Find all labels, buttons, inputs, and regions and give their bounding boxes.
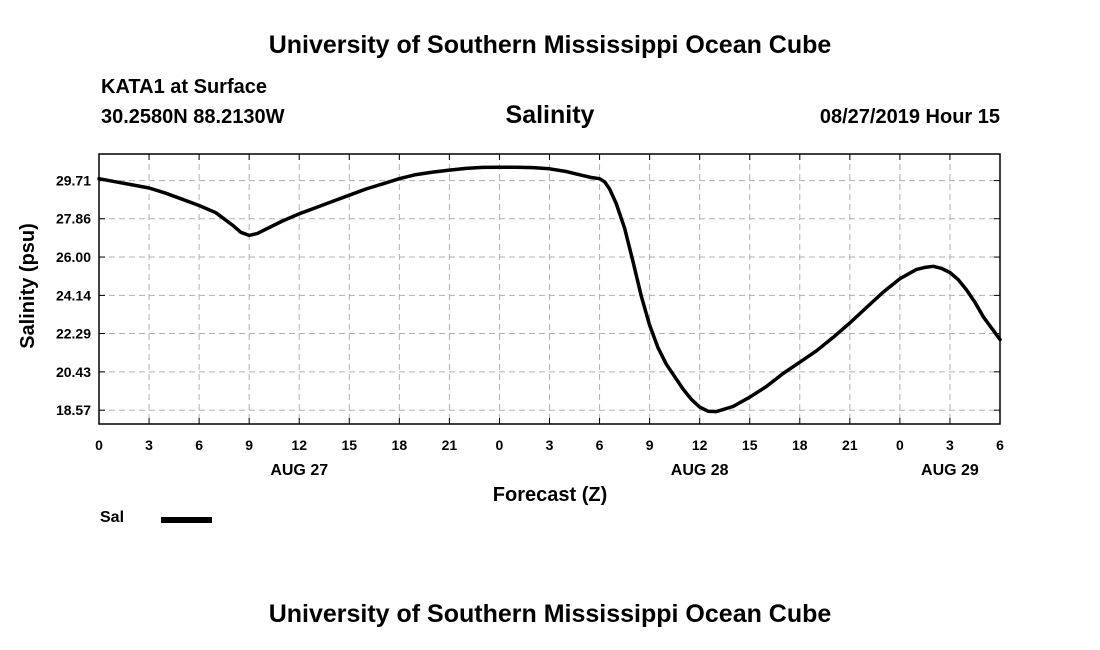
x-tick-label: 3 — [546, 437, 554, 453]
grid-lines — [99, 154, 1000, 424]
x-date-label: AUG 29 — [921, 462, 979, 479]
y-tick-label: 26.00 — [56, 249, 91, 265]
tick-layer — [98, 154, 1001, 424]
x-tick-label: 18 — [792, 437, 808, 453]
x-tick-label: 6 — [996, 437, 1004, 453]
y-tick-label: 27.86 — [56, 211, 91, 227]
x-tick-label: 6 — [596, 437, 604, 453]
forecast-datetime: 08/27/2019 Hour 15 — [819, 106, 1000, 128]
x-date-label: AUG 28 — [671, 462, 729, 479]
y-tick-label: 29.71 — [56, 173, 91, 189]
y-tick-label: 24.14 — [56, 287, 91, 303]
y-tick-label: 22.29 — [56, 326, 91, 342]
x-tick-label: 0 — [896, 437, 904, 453]
legend-line-swatch — [161, 517, 212, 523]
x-date-label: AUG 27 — [270, 462, 328, 479]
x-tick-label: 15 — [341, 437, 357, 453]
axis-labels: 0 3 6 9 12 15 18 21 0 3 6 9 12 15 18 21 0 3 6 18.57 20.43 22.… — [56, 173, 1004, 479]
y-tick-label: 18.57 — [56, 402, 91, 418]
bottom-title: University of Southern Mississippi Ocean… — [268, 600, 832, 628]
y-tick-label: 20.43 — [56, 364, 91, 380]
top-title: University of Southern Mississippi Ocean… — [268, 31, 832, 59]
x-tick-label: 3 — [946, 437, 954, 453]
x-axis-label: Forecast (Z) — [493, 484, 607, 506]
x-tick-label: 0 — [496, 437, 504, 453]
x-tick-label: 0 — [95, 437, 103, 453]
x-tick-label: 9 — [646, 437, 654, 453]
series-layer — [97, 165, 1002, 414]
x-tick-label: 3 — [145, 437, 153, 453]
x-tick-label: 6 — [195, 437, 203, 453]
x-tick-label: 21 — [442, 437, 458, 453]
x-tick-label: 21 — [842, 437, 858, 453]
legend-label: Sal — [100, 509, 125, 526]
y-axis-label: Salinity (psu) — [17, 223, 39, 349]
chart-title: Salinity — [505, 101, 595, 129]
salinity-series-line — [97, 165, 1002, 414]
station-label: KATA1 at Surface — [101, 76, 267, 98]
x-tick-label: 15 — [742, 437, 758, 453]
x-tick-label: 12 — [692, 437, 708, 453]
station-coordinates: 30.2580N 88.2130W — [101, 106, 285, 128]
x-tick-label: 18 — [392, 437, 408, 453]
x-tick-label: 12 — [291, 437, 307, 453]
x-tick-label: 9 — [245, 437, 253, 453]
